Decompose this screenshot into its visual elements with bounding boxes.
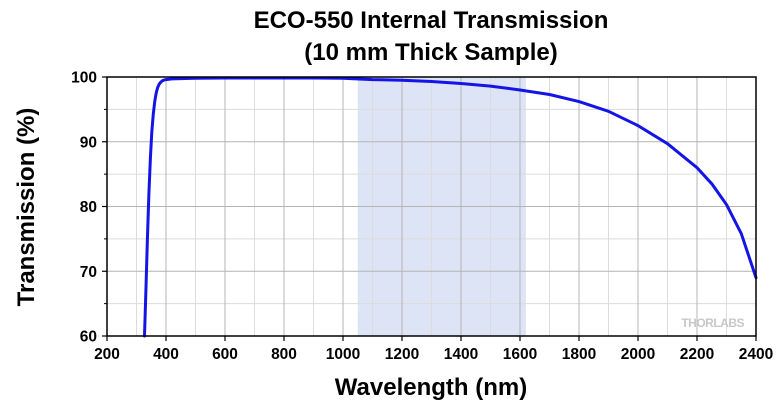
x-tick-label: 2400 bbox=[739, 346, 773, 363]
x-tick-label: 600 bbox=[212, 346, 238, 363]
chart-title: ECO-550 Internal Transmission bbox=[254, 7, 609, 34]
series-line-1 bbox=[143, 76, 758, 338]
y-tick-label: 90 bbox=[80, 134, 97, 151]
x-tick-label: 1800 bbox=[562, 346, 596, 363]
x-tick-label: 800 bbox=[271, 346, 297, 363]
y-tick-label: 100 bbox=[71, 70, 97, 87]
y-axis-title: Transmission (%) bbox=[13, 108, 40, 307]
y-tick-label: 60 bbox=[80, 329, 97, 346]
plot-area: 200 400 600 800 1000 1200 1400 1600 1800 2000 2200… bbox=[71, 70, 773, 364]
y-tick-label: 80 bbox=[80, 199, 97, 216]
x-tick-label: 400 bbox=[153, 346, 179, 363]
x-axis-title: Wavelength (nm) bbox=[335, 374, 527, 401]
x-tick-label: 200 bbox=[94, 346, 120, 363]
x-tick-label: 1200 bbox=[385, 346, 419, 363]
x-tick-label: 2200 bbox=[680, 346, 714, 363]
y-tick-label: 70 bbox=[80, 264, 97, 281]
x-tick-label: 1600 bbox=[503, 346, 537, 363]
thorlabs-watermark: THORLABS bbox=[681, 316, 744, 330]
chart-subtitle: (10 mm Thick Sample) bbox=[304, 39, 557, 66]
x-tick-label: 2000 bbox=[621, 346, 655, 363]
x-tick-label: 1400 bbox=[444, 346, 478, 363]
x-tick-label: 1000 bbox=[326, 346, 360, 363]
